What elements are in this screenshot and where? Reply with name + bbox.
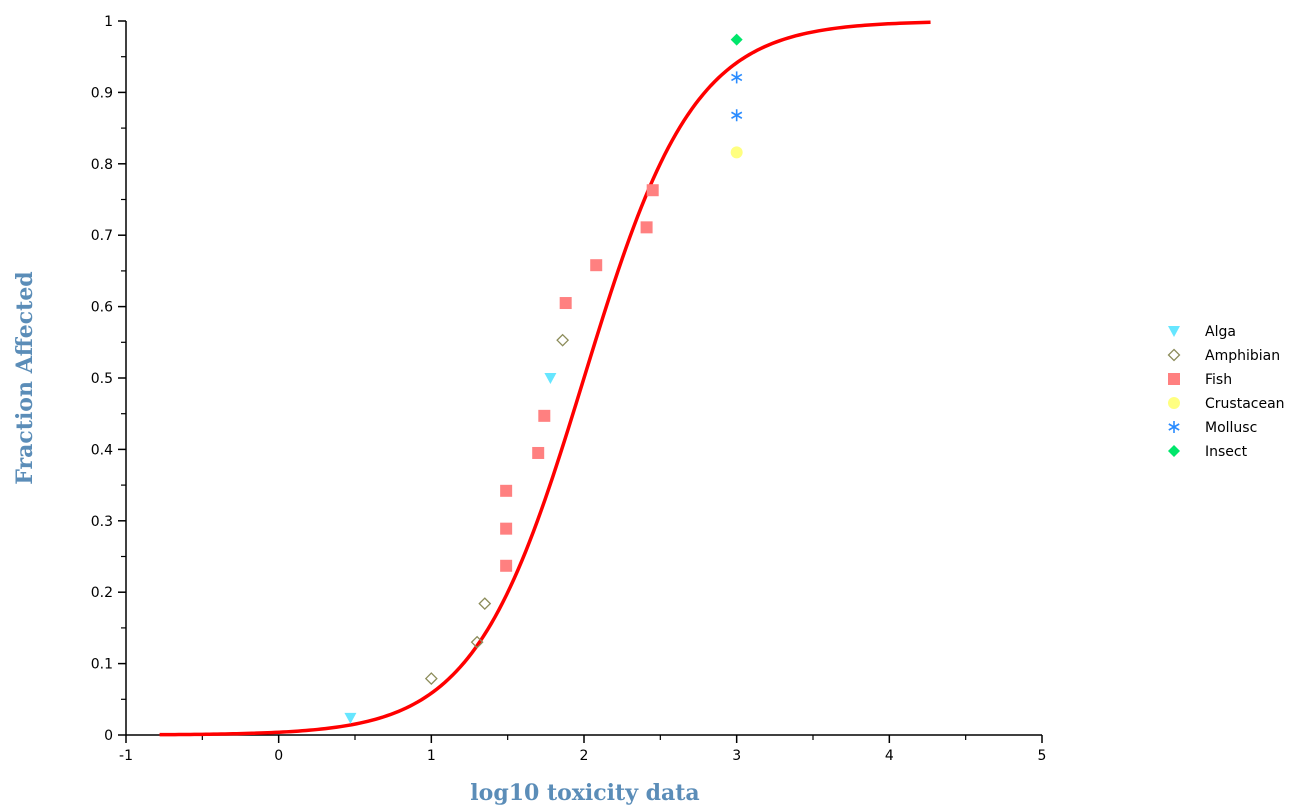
- legend-label-crustacean: Crustacean: [1205, 396, 1285, 412]
- data-point-fish: [500, 522, 513, 535]
- x-tick-label: 1: [427, 748, 436, 764]
- data-point-fish: [559, 297, 572, 310]
- data-point-alga: [344, 712, 357, 724]
- y-tick-label: 0.4: [91, 442, 113, 458]
- y-tick-label: 0.1: [91, 657, 113, 673]
- data-point-fish: [646, 184, 659, 197]
- x-tick-label: 5: [1038, 748, 1047, 764]
- data-point-mollusc: [731, 71, 743, 84]
- x-tick-label: -1: [119, 748, 133, 764]
- data-point-alga: [544, 373, 557, 384]
- y-tick-label: 0.3: [91, 514, 113, 530]
- x-tick-label: 4: [885, 748, 894, 764]
- y-tick-label: 0.9: [91, 85, 113, 101]
- data-point-fish: [538, 409, 551, 422]
- data-point-crustacean: [730, 146, 743, 159]
- data-point-amphibian: [478, 597, 492, 611]
- data-point-insect: [730, 33, 743, 46]
- y-tick-label: 0.8: [91, 157, 113, 173]
- tick-labels: -1 0 1 2 3 4 5 0 0.1 0.2 0.3 0.4 0.5 0.6 0.7 0.8 0.9 1: [91, 14, 1047, 764]
- legend-marker-insect: [1168, 445, 1180, 457]
- legend-label-insect: Insect: [1205, 444, 1248, 460]
- legend-marker-crustacean: [1168, 397, 1180, 409]
- y-tick-label: 0.2: [91, 585, 113, 601]
- x-axis-title: log10 toxicity data: [470, 780, 699, 806]
- data-point-mollusc: [731, 109, 743, 122]
- y-tick-label: 0.5: [91, 371, 113, 387]
- data-point-amphibian: [424, 672, 438, 686]
- legend-marker-mollusc: [1168, 421, 1180, 433]
- tick-marks: [118, 20, 1043, 743]
- data-point-fish: [500, 484, 513, 497]
- legend-marker-amphibian: [1167, 348, 1181, 362]
- legend: Alga Amphibian Fish Crustacean Mollusc Insect: [1167, 324, 1285, 460]
- legend-label-alga: Alga: [1205, 324, 1236, 340]
- x-tick-label: 0: [274, 748, 283, 764]
- y-tick-label: 0.6: [91, 300, 113, 316]
- data-point-fish: [590, 259, 603, 272]
- y-tick-label: 0: [104, 728, 113, 744]
- data-point-amphibian: [556, 333, 570, 347]
- legend-label-fish: Fish: [1205, 372, 1232, 388]
- x-tick-label: 2: [580, 748, 589, 764]
- y-tick-label: 1: [104, 14, 113, 30]
- fit-curve: [159, 20, 931, 737]
- y-tick-label: 0.7: [91, 228, 113, 244]
- data-point-fish: [500, 559, 513, 572]
- data-point-amphibian: [470, 635, 484, 649]
- y-axis-title: Fraction Affected: [12, 271, 38, 484]
- legend-label-mollusc: Mollusc: [1205, 420, 1257, 436]
- fit-curve-layer: [159, 20, 931, 737]
- legend-marker-alga: [1168, 326, 1180, 337]
- legend-marker-fish: [1168, 373, 1180, 385]
- x-tick-label: 3: [732, 748, 741, 764]
- legend-label-amphibian: Amphibian: [1205, 348, 1280, 364]
- data-point-fish: [640, 221, 653, 234]
- data-points: [344, 33, 743, 724]
- data-point-fish: [532, 446, 545, 459]
